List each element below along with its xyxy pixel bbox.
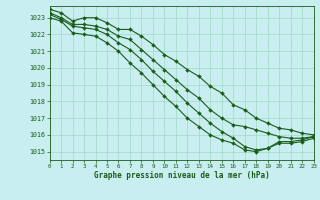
- X-axis label: Graphe pression niveau de la mer (hPa): Graphe pression niveau de la mer (hPa): [94, 171, 269, 180]
